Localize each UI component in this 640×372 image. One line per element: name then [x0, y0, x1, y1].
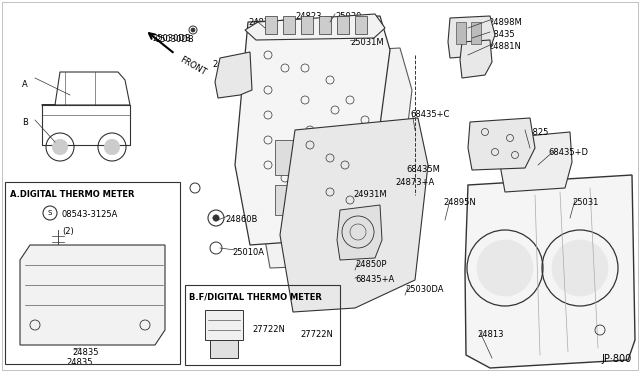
Text: A: A	[22, 80, 28, 89]
Bar	[320, 175, 338, 197]
Polygon shape	[468, 118, 535, 170]
Polygon shape	[258, 48, 412, 268]
Text: 24860B: 24860B	[225, 215, 257, 224]
Bar	[210, 340, 238, 358]
Bar	[5, 182, 180, 364]
Polygon shape	[215, 52, 252, 98]
Text: 24895N: 24895N	[443, 198, 476, 207]
Text: 08543-3125A: 08543-3125A	[62, 210, 118, 219]
Text: 25030DB: 25030DB	[152, 34, 191, 43]
Text: 68435: 68435	[488, 30, 515, 39]
Circle shape	[212, 215, 219, 221]
Bar	[205, 310, 243, 340]
Bar	[320, 140, 338, 165]
Bar	[185, 285, 340, 365]
Text: 24817: 24817	[212, 60, 239, 69]
Polygon shape	[20, 245, 165, 345]
Text: S: S	[48, 210, 52, 216]
Bar	[337, 16, 349, 34]
Circle shape	[191, 28, 195, 32]
Bar	[301, 16, 313, 34]
Text: 68435+D: 68435+D	[548, 148, 588, 157]
Bar	[319, 16, 331, 34]
Text: 24825: 24825	[522, 128, 548, 137]
Text: 24835: 24835	[72, 348, 99, 357]
Bar	[265, 16, 277, 34]
Text: 25030DA: 25030DA	[405, 285, 444, 294]
Circle shape	[104, 139, 120, 155]
Polygon shape	[500, 132, 572, 192]
Text: 25030: 25030	[335, 12, 362, 21]
Text: 24823: 24823	[295, 12, 321, 21]
Bar	[456, 22, 466, 44]
Text: 25030DB: 25030DB	[155, 35, 194, 44]
Circle shape	[52, 139, 68, 155]
Text: 24898M: 24898M	[488, 18, 522, 27]
Text: 24813: 24813	[477, 330, 504, 339]
Text: 27722N: 27722N	[300, 330, 333, 339]
Polygon shape	[448, 16, 495, 58]
Text: B.F/DIGITAL THERMO METER: B.F/DIGITAL THERMO METER	[189, 293, 322, 302]
Text: (2): (2)	[62, 227, 74, 236]
Text: 24873: 24873	[248, 18, 275, 27]
Circle shape	[552, 240, 608, 296]
Polygon shape	[465, 175, 635, 368]
Polygon shape	[460, 40, 492, 78]
Bar	[283, 16, 295, 34]
Bar	[275, 140, 295, 175]
Polygon shape	[337, 205, 382, 260]
Text: 68435+C: 68435+C	[410, 110, 449, 119]
Bar	[275, 185, 295, 215]
Text: A.DIGITAL THERMO METER: A.DIGITAL THERMO METER	[10, 190, 134, 199]
Text: 25010A: 25010A	[232, 248, 264, 257]
Circle shape	[477, 240, 533, 296]
Text: 24835: 24835	[67, 358, 93, 367]
Text: 25031: 25031	[572, 198, 598, 207]
Text: 68435+A: 68435+A	[355, 275, 394, 284]
Text: 68435M: 68435M	[406, 165, 440, 174]
Text: B: B	[22, 118, 28, 127]
Text: 24873+A: 24873+A	[395, 178, 435, 187]
Polygon shape	[235, 16, 390, 245]
Text: 24850P: 24850P	[355, 260, 387, 269]
Text: JP·800: JP·800	[602, 354, 632, 364]
Text: 25031M: 25031M	[350, 38, 383, 47]
Polygon shape	[280, 118, 428, 312]
Text: 24931M: 24931M	[353, 190, 387, 199]
Polygon shape	[245, 14, 385, 40]
Text: 27722N: 27722N	[252, 326, 285, 334]
Text: 24881N: 24881N	[488, 42, 521, 51]
Text: FRONT: FRONT	[178, 55, 207, 77]
Bar	[355, 16, 367, 34]
Bar	[471, 22, 481, 44]
